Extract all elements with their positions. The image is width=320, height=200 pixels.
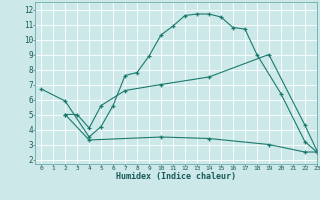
X-axis label: Humidex (Indice chaleur): Humidex (Indice chaleur)	[116, 172, 236, 181]
